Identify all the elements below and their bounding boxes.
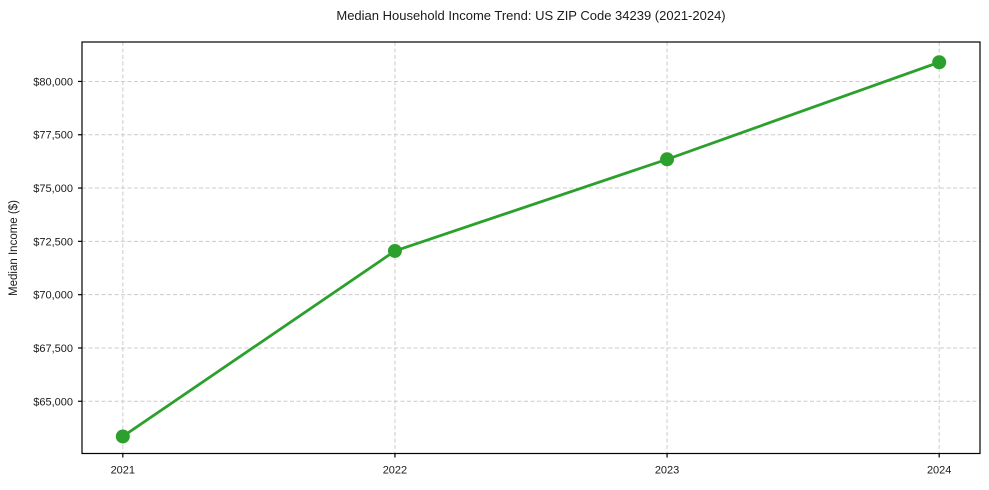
y-tick-label: $75,000 <box>33 183 73 195</box>
x-tick-label: 2023 <box>655 465 679 477</box>
data-point <box>932 55 947 70</box>
x-tick-label: 2021 <box>111 465 135 477</box>
y-tick-label: $67,500 <box>33 343 73 355</box>
y-tick-label: $80,000 <box>33 76 73 88</box>
plot-border <box>81 41 981 455</box>
y-tick-label: $77,500 <box>33 130 73 142</box>
y-tick-label: $72,500 <box>33 236 73 248</box>
data-point <box>387 243 402 258</box>
x-tick-label: 2022 <box>383 465 407 477</box>
y-tick-label: $65,000 <box>33 396 73 408</box>
y-tick-label: $70,000 <box>33 290 73 302</box>
trend-line <box>121 60 941 438</box>
chart-title: Median Household Income Trend: US ZIP Co… <box>336 8 726 23</box>
data-point <box>115 429 130 444</box>
x-tick-label: 2024 <box>927 465 951 477</box>
data-point <box>660 152 675 167</box>
